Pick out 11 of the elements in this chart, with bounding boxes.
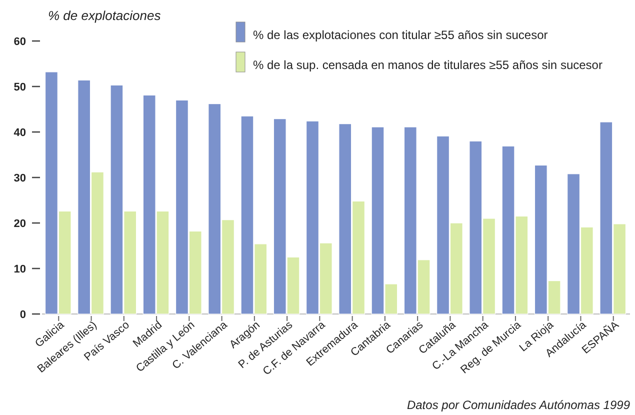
y-tick-label: 20 [14,218,26,230]
y-tick-label: 50 [14,82,26,94]
y-tick-label: 40 [14,127,26,139]
y-axis-title: % de explotaciones [48,8,162,23]
text: Datos por Comunidades Autónomas 1999 [406,398,630,412]
y-tick-label: 60 [14,36,26,48]
legend-label: % de las explotaciones con titular ≥55 años sin sucesor [253,28,548,42]
legend-label: % de la sup. censada en manos de titulares ≥55 años sin sucesor [253,58,602,72]
y-tick-label: 30 [14,172,26,184]
y-tick-label: 10 [14,264,26,276]
y-tick-label: 0 [20,309,26,321]
